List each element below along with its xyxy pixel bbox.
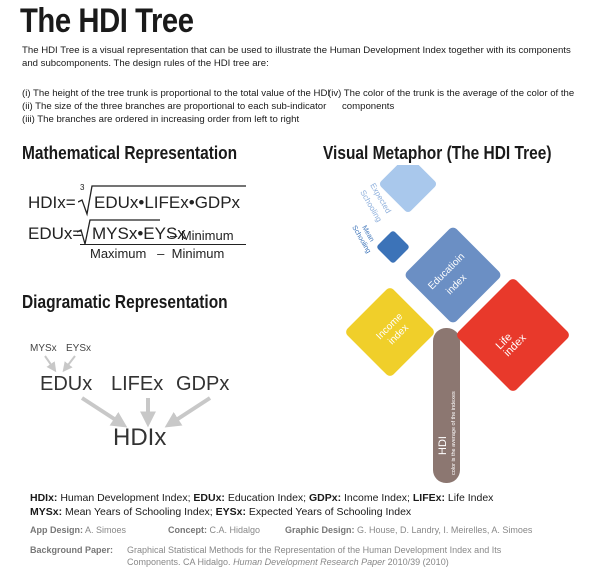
credit-graphic-value: G. House, D. Landry, I. Meirelles, A. Si… xyxy=(357,525,533,535)
branch-education-index xyxy=(405,227,501,323)
legend2-def-0: Mean Years of Schooling Index; xyxy=(62,506,216,518)
legend1-def-0: Human Development Index; xyxy=(57,492,194,504)
arrow-eys-edu xyxy=(62,355,76,373)
visual-heading: Visual Metaphor (The HDI Tree) xyxy=(323,143,552,163)
legend1-def-3: Life Index xyxy=(444,492,494,504)
credit-graphic-label: Graphic Design: xyxy=(285,525,355,535)
credit-concept-label: Concept: xyxy=(168,525,207,535)
credit-concept-value: C.A. Hidalgo xyxy=(209,525,261,535)
edu-radicand: MYSx•EYSx xyxy=(92,224,186,243)
rule-2: (ii) The size of the three branches are … xyxy=(22,101,327,112)
edu-denominator: Maximum – Minimum xyxy=(90,246,225,261)
legend2-def-1: Expected Years of Schooling Index xyxy=(245,506,412,518)
paper-number: 2010/39 (2010) xyxy=(385,557,449,567)
credit-graphic: Graphic Design: G. House, D. Landry, I. … xyxy=(285,525,532,535)
cube-root-sign xyxy=(78,185,246,217)
legend1-term-2: GDPx: xyxy=(309,492,342,504)
credit-paper-line-1: Graphical Statistical Methods for the Re… xyxy=(127,545,502,555)
legend1-term-1: EDUx: xyxy=(193,492,225,504)
trunk-label: HDI xyxy=(437,436,449,455)
hdi-formula: HDIx= xyxy=(28,193,76,213)
legend-line-2: MYSx: Mean Years of Schooling Index; EYS… xyxy=(30,506,590,519)
legend2-term-1: EYSx: xyxy=(215,506,246,518)
legend1-def-1: Education Index; xyxy=(224,492,309,504)
arrow-edu-hdi xyxy=(80,396,128,428)
credit-app-label: App Design: xyxy=(30,525,83,535)
node-hdi: HDIx xyxy=(113,424,167,451)
paper-series: Human Development Research Paper xyxy=(233,557,386,567)
trunk-sublabel: color is the average of the indexes xyxy=(451,391,457,475)
legend1-def-2: Income Index; xyxy=(341,492,413,504)
credit-paper-line-2: Components. CA Hidalgo. Human Developmen… xyxy=(127,557,449,567)
credit-app: App Design: A. Simoes xyxy=(30,525,126,535)
rule-3: (iii) The branches are ordered in increa… xyxy=(22,114,300,125)
hdi-radicand: EDUx•LIFEx•GDPx xyxy=(94,193,241,212)
arrow-gdp-hdi xyxy=(164,396,212,428)
page-title: The HDI Tree xyxy=(20,2,194,40)
rule-1: (i) The height of the tree trunk is prop… xyxy=(22,88,331,99)
branch-life-index xyxy=(457,279,569,391)
math-heading: Mathematical Representation xyxy=(22,143,238,163)
credit-paper-label: Background Paper: xyxy=(30,545,113,555)
fraction-line xyxy=(80,244,246,245)
hdi-lhs: HDIx= xyxy=(28,193,76,212)
node-life: LIFEx xyxy=(111,373,164,395)
edu-minus-min: – Minimum xyxy=(170,228,234,243)
branch-mean-schooling xyxy=(377,231,409,263)
paper-citation: Components. CA Hidalgo. xyxy=(127,557,234,567)
rule-4: (iv) The color of the trunk is the avera… xyxy=(328,88,575,99)
branch-income-index xyxy=(346,288,434,376)
diagram-heading: Diagramatic Representation xyxy=(22,292,228,312)
intro-text: The HDI Tree is a visual representation … xyxy=(22,45,571,69)
node-eys: EYSx xyxy=(66,343,92,354)
branch-expected-schooling xyxy=(379,165,437,213)
legend-line-1: HDIx: Human Development Index; EDUx: Edu… xyxy=(30,492,590,505)
paper-label: Background Paper: xyxy=(30,545,114,555)
diagram-arrows xyxy=(44,355,212,428)
root-index: 3 xyxy=(80,183,85,192)
arrow-mys-edu xyxy=(44,355,57,373)
node-edu: EDUx xyxy=(40,373,93,395)
node-gdp: GDPx xyxy=(176,373,230,395)
node-mys: MYSx xyxy=(30,343,57,354)
credit-app-value: A. Simoes xyxy=(85,525,127,535)
rule-4-cont: components xyxy=(342,101,395,112)
legend1-term-0: HDIx: xyxy=(30,492,58,504)
tree-trunk xyxy=(433,328,460,483)
edu-lhs: EDUx= xyxy=(28,224,83,243)
legend2-term-0: MYSx: xyxy=(30,506,63,518)
legend1-term-3: LIFEx: xyxy=(412,492,445,504)
hdi-tree: HDI color is the average of the indexes … xyxy=(346,165,569,483)
credit-concept: Concept: C.A. Hidalgo xyxy=(168,525,260,535)
